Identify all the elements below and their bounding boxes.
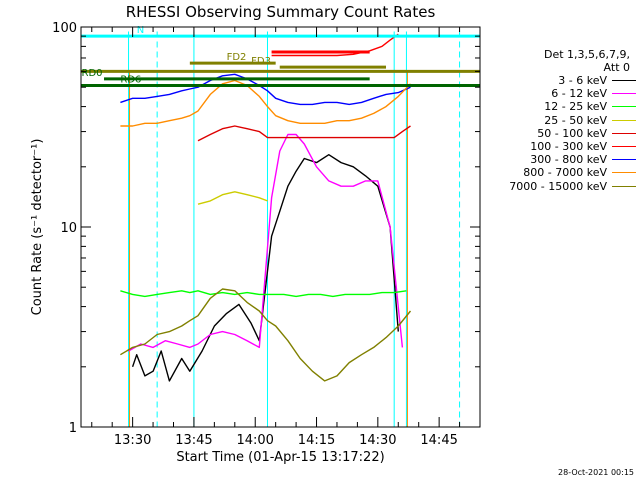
legend-entry-label: 3 - 6 keV xyxy=(558,74,607,88)
legend-entry-label: 100 - 300 keV xyxy=(530,140,607,154)
legend-title-line-2: Att 0 xyxy=(603,61,630,74)
series-line-6 xyxy=(271,33,399,57)
legend-entries: 3 - 6 keV 6 - 12 keV 12 - 25 keV 25 - 50 ke… xyxy=(488,74,636,193)
flag-label: RD0 xyxy=(82,68,103,79)
y-tick-label: 10 xyxy=(60,221,77,236)
series-line-2 xyxy=(128,133,404,352)
legend-swatch xyxy=(612,93,636,95)
legend-entry-label: 800 - 7000 keV xyxy=(523,166,607,180)
flag-label: N xyxy=(137,25,144,36)
legend-entry-label: 300 - 800 keV xyxy=(530,153,607,167)
legend-swatch xyxy=(612,119,636,121)
legend-swatch xyxy=(612,172,636,174)
legend-entry: 800 - 7000 keV xyxy=(488,166,636,179)
legend-entry: 12 - 25 keV xyxy=(488,100,636,113)
series-line-5 xyxy=(197,125,411,142)
x-tick-label: 13:30 xyxy=(114,433,151,448)
x-tick-label: 14:15 xyxy=(298,433,335,448)
legend-entry: 7000 - 15000 keV xyxy=(488,180,636,193)
chart-title: RHESSI Observing Summary Count Rates xyxy=(126,3,436,21)
legend-entry-label: 7000 - 15000 keV xyxy=(509,179,607,193)
legend-entry-label: 12 - 25 keV xyxy=(544,100,607,114)
series-line-9 xyxy=(120,288,412,382)
legend-swatch xyxy=(612,80,636,82)
legend-swatch xyxy=(612,159,636,161)
legend-entry: 300 - 800 keV xyxy=(488,153,636,166)
legend-entry: 50 - 100 keV xyxy=(488,127,636,140)
x-tick-label: 13:45 xyxy=(175,433,212,448)
series-line-7 xyxy=(120,73,411,106)
flag-label: RD6 xyxy=(120,74,141,85)
legend-entry-label: 50 - 100 keV xyxy=(537,126,607,140)
y-tick-label: 100 xyxy=(52,21,77,36)
timestamp: 28-Oct-2021 00:15 xyxy=(558,468,634,477)
legend-swatch xyxy=(612,185,636,187)
series-line-4 xyxy=(197,191,268,205)
legend-swatch xyxy=(612,106,636,108)
legend-entry: 6 - 12 keV xyxy=(488,87,636,100)
x-tick-label: 14:45 xyxy=(420,433,457,448)
y-tick-label: 1 xyxy=(69,421,77,436)
legend-entry-label: 25 - 50 keV xyxy=(544,113,607,127)
x-tick-label: 14:30 xyxy=(359,433,396,448)
legend: Det 1,3,5,6,7,9, Att 0 3 - 6 keV 6 - 12 k… xyxy=(488,48,636,193)
flag-label: FD3 xyxy=(251,56,271,67)
legend-entry: 100 - 300 keV xyxy=(488,140,636,153)
legend-swatch xyxy=(612,146,636,148)
legend-entry: 3 - 6 keV xyxy=(488,74,636,87)
legend-entry: 25 - 50 keV xyxy=(488,114,636,127)
legend-title-line-1: Det 1,3,5,6,7,9, xyxy=(543,48,630,61)
series-line-3 xyxy=(120,290,407,298)
x-axis-label: Start Time (01-Apr-15 13:17:22) xyxy=(176,450,384,465)
x-tick-label: 14:00 xyxy=(236,433,273,448)
flag-label: FD2 xyxy=(227,52,247,63)
series-line-8 xyxy=(120,79,412,127)
y-axis-label: Count Rate (s⁻¹ detector⁻¹) xyxy=(30,139,45,316)
legend-entry-label: 6 - 12 keV xyxy=(551,87,607,101)
legend-swatch xyxy=(612,132,636,134)
